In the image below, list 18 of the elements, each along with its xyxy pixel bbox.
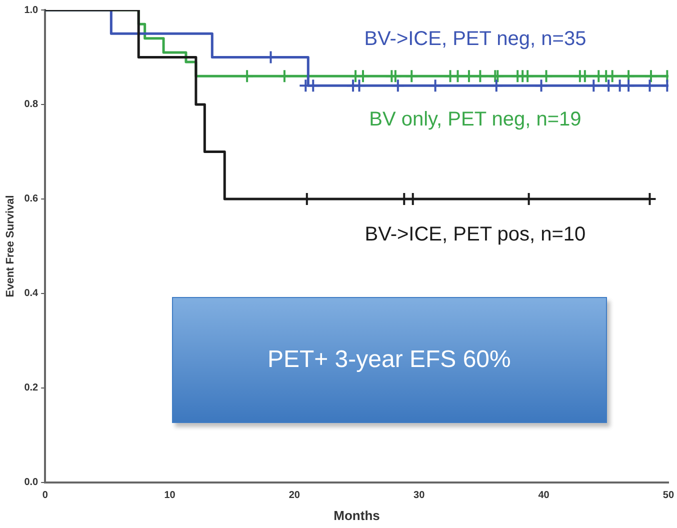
y-tick-label: 1.0 xyxy=(24,4,39,16)
x-tick-label: 20 xyxy=(288,490,300,502)
x-tick-label: 40 xyxy=(538,490,550,502)
x-tick-label: 50 xyxy=(662,490,674,502)
x-tick-label: 0 xyxy=(42,490,48,502)
x-tick-label: 10 xyxy=(164,490,176,502)
y-tick-label: 0.8 xyxy=(24,99,39,110)
y-axis-title: Event Free Survival xyxy=(4,195,17,298)
series-label: BV only, PET neg, n=19 xyxy=(369,108,582,131)
series-label: BV->ICE, PET pos, n=10 xyxy=(364,223,586,246)
x-tick-label: 30 xyxy=(414,490,426,502)
x-axis-title: Months xyxy=(334,508,380,523)
series-label: BV->ICE, PET neg, n=35 xyxy=(364,28,586,50)
y-tick-label: 0.2 xyxy=(24,382,39,394)
y-tick-label: 0.0 xyxy=(24,477,39,488)
y-tick-label: 0.6 xyxy=(24,194,39,205)
y-tick-label: 0.4 xyxy=(24,288,39,300)
callout-box: PET+ 3-year EFS 60% xyxy=(172,296,607,424)
